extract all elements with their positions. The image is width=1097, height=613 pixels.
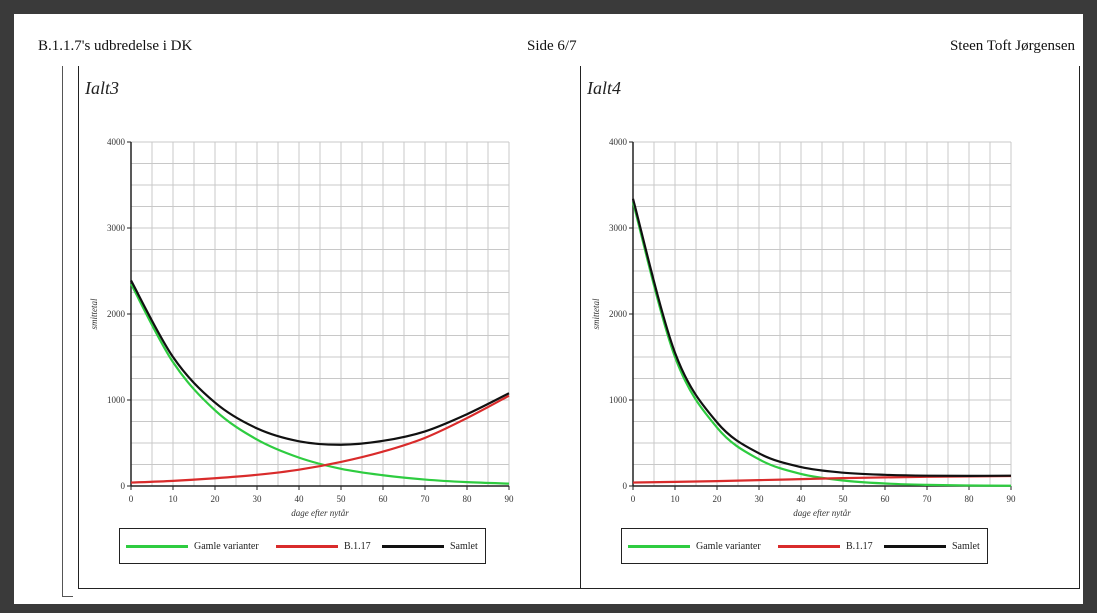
series-line-b117 (130, 394, 510, 484)
series-line-total (631, 198, 1012, 477)
x-tick-label: 20 (211, 494, 221, 504)
legend-swatch-total (884, 544, 946, 548)
x-tick-label: 90 (505, 494, 515, 504)
y-tick-label: 3000 (609, 223, 628, 233)
chart-ialt3: 0 10 20 30 40 50 60 70 80 90 0 1000 2000 3000 4000 dage… (89, 137, 515, 518)
y-tick-label: 0 (121, 481, 126, 491)
legend-swatch-b117 (778, 544, 840, 548)
y-tick-label: 2000 (609, 309, 628, 319)
y-tick-label: 4000 (609, 137, 628, 147)
x-tick-label: 30 (253, 494, 263, 504)
legend-item-total: Samlet (382, 529, 478, 563)
y-axis-label: smittetal (591, 298, 601, 329)
x-tick-label: 80 (463, 494, 473, 504)
x-tick-label: 20 (713, 494, 723, 504)
y-tick-label: 3000 (107, 223, 126, 233)
legend-item-total: Samlet (884, 529, 980, 563)
legend-item-old: Gamle varianter (126, 529, 259, 563)
legend-label-b117: B.1.17 (846, 540, 873, 552)
y-tick-label: 1000 (609, 395, 628, 405)
chart-ialt4: 0 10 20 30 40 50 60 70 80 90 0 1000 2000 3000 4000 dage… (591, 137, 1017, 518)
legend-item-b117: B.1.17 (276, 529, 371, 563)
legend-label-total: Samlet (450, 540, 478, 552)
chart-panel-ialt3: Ialt3 0 10 20 30 40 50 60 70 80 90 0 1000 2000 3000 40… (78, 66, 583, 589)
legend-item-b117: B.1.17 (778, 529, 873, 563)
series-line-total (130, 279, 510, 446)
series-line-old (130, 283, 510, 485)
y-axis-label: smittetal (89, 298, 99, 329)
x-tick-label: 60 (379, 494, 389, 504)
outer-bracket (62, 66, 73, 597)
x-tick-label: 10 (169, 494, 179, 504)
y-tick-label: 2000 (107, 309, 126, 319)
x-tick-label: 40 (295, 494, 305, 504)
legend-swatch-total (382, 544, 444, 548)
header-author: Steen Toft Jørgensen (949, 38, 1075, 54)
legend-label-total: Samlet (952, 540, 980, 552)
chart-panel-ialt4: Ialt4 0 10 20 30 40 50 60 70 80 90 0 1000 2000 3000 40… (580, 66, 1080, 589)
x-tick-label: 90 (1007, 494, 1017, 504)
legend-swatch-old (126, 544, 188, 548)
x-tick-label: 70 (421, 494, 431, 504)
chart-legend: Gamle varianter B.1.17 Samlet (119, 528, 486, 564)
chart-title: Ialt4 (587, 78, 621, 98)
series-line-old (631, 201, 1012, 487)
x-axis-label: dage efter nytår (291, 508, 349, 518)
y-tick-label: 4000 (107, 137, 126, 147)
chart-title: Ialt3 (85, 78, 119, 98)
x-tick-label: 70 (923, 494, 933, 504)
legend-swatch-b117 (276, 544, 338, 548)
legend-swatch-old (628, 544, 690, 548)
legend-label-b117: B.1.17 (344, 540, 371, 552)
x-tick-label: 30 (755, 494, 765, 504)
legend-item-old: Gamle varianter (628, 529, 761, 563)
y-tick-label: 0 (623, 481, 628, 491)
x-tick-label: 80 (965, 494, 975, 504)
x-tick-label: 50 (337, 494, 347, 504)
header-title: B.1.1.7's udbredelse i DK (38, 38, 193, 54)
x-tick-label: 60 (881, 494, 891, 504)
x-tick-label: 50 (839, 494, 849, 504)
x-tick-label: 0 (129, 494, 134, 504)
x-tick-label: 0 (631, 494, 636, 504)
legend-label-old: Gamle varianter (696, 540, 761, 552)
x-axis-label: dage efter nytår (793, 508, 851, 518)
legend-label-old: Gamle varianter (194, 540, 259, 552)
y-tick-label: 1000 (107, 395, 126, 405)
x-tick-label: 10 (671, 494, 681, 504)
page-number: Side 6/7 (527, 38, 577, 54)
document-page: B.1.1.7's udbredelse i DK Side 6/7 Steen… (14, 14, 1083, 604)
chart-legend: Gamle varianter B.1.17 Samlet (621, 528, 988, 564)
x-tick-label: 40 (797, 494, 807, 504)
